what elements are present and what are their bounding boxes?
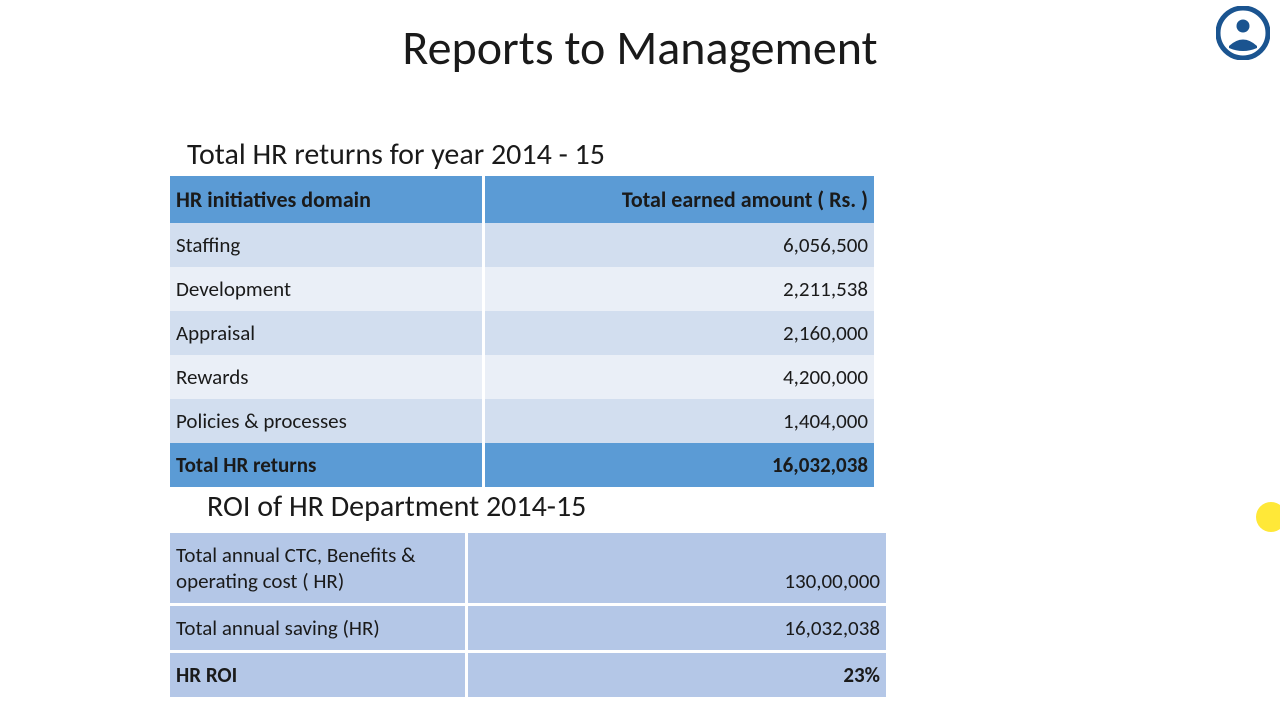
table-row: Staffing 6,056,500 bbox=[170, 223, 874, 267]
table-total-row: Total HR returns 16,032,038 bbox=[170, 443, 874, 487]
cell-label: Total annual CTC, Benefits & operating c… bbox=[170, 533, 468, 603]
cell-value: 4,200,000 bbox=[483, 355, 874, 399]
column-header-amount: Total earned amount ( Rs. ) bbox=[483, 176, 874, 223]
cell-value: 2,211,538 bbox=[483, 267, 874, 311]
cell-total-value: 16,032,038 bbox=[483, 443, 874, 487]
cell-value: 2,160,000 bbox=[483, 311, 874, 355]
table-row: Policies & processes 1,404,000 bbox=[170, 399, 874, 443]
cell-label: Appraisal bbox=[170, 311, 483, 355]
cell-label: Total annual saving (HR) bbox=[170, 606, 468, 650]
page-title: Reports to Management bbox=[0, 18, 1280, 77]
cell-label: Rewards bbox=[170, 355, 483, 399]
column-header-domain: HR initiatives domain bbox=[170, 176, 483, 223]
cursor-highlight-icon bbox=[1256, 502, 1280, 532]
cell-total-label: Total HR returns bbox=[170, 443, 483, 487]
table-row: Rewards 4,200,000 bbox=[170, 355, 874, 399]
cell-value: 1,404,000 bbox=[483, 399, 874, 443]
section-title-roi: ROI of HR Department 2014-15 bbox=[207, 488, 586, 525]
cell-label: Policies & processes bbox=[170, 399, 483, 443]
cell-label: Development bbox=[170, 267, 483, 311]
cell-label: Staffing bbox=[170, 223, 483, 267]
table-row: Development 2,211,538 bbox=[170, 267, 874, 311]
section-title-hr-returns: Total HR returns for year 2014 - 15 bbox=[187, 136, 605, 173]
table-row: Appraisal 2,160,000 bbox=[170, 311, 874, 355]
user-logo-icon bbox=[1216, 6, 1270, 60]
table-header-row: HR initiatives domain Total earned amoun… bbox=[170, 176, 874, 223]
cell-value: 6,056,500 bbox=[483, 223, 874, 267]
hr-returns-table: HR initiatives domain Total earned amoun… bbox=[170, 176, 874, 487]
table-row: Total annual CTC, Benefits & operating c… bbox=[170, 533, 886, 603]
table-row: Total annual saving (HR) 16,032,038 bbox=[170, 606, 886, 650]
cell-label: HR ROI bbox=[170, 653, 468, 697]
cell-value: 23% bbox=[468, 653, 886, 697]
roi-table: Total annual CTC, Benefits & operating c… bbox=[170, 530, 886, 700]
cell-value: 16,032,038 bbox=[468, 606, 886, 650]
table-row-hr-roi: HR ROI 23% bbox=[170, 653, 886, 697]
cell-value: 130,00,000 bbox=[468, 533, 886, 603]
